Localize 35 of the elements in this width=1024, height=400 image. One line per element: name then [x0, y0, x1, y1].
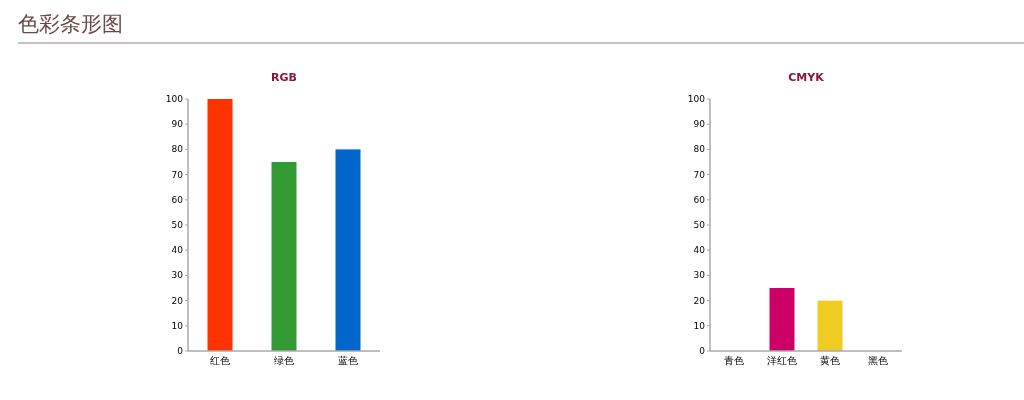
y-tick-label: 0: [177, 346, 184, 356]
y-tick-label: 0: [699, 346, 706, 356]
y-tick-label: 20: [171, 295, 184, 306]
bar: [207, 99, 233, 351]
x-tick-label: 洋红色: [767, 355, 797, 366]
x-tick-label: 蓝色: [338, 355, 358, 366]
y-tick-label: 90: [171, 119, 184, 130]
x-tick-label: 青色: [724, 355, 744, 366]
y-tick-label: 100: [165, 94, 184, 104]
y-tick-label: 70: [171, 169, 184, 180]
y-tick-label: 50: [693, 220, 706, 230]
y-tick-label: 70: [693, 169, 706, 180]
y-tick-label: 40: [171, 245, 184, 256]
x-tick-label: 红色: [210, 355, 230, 366]
x-tick-label: 黑色: [868, 355, 888, 366]
y-tick-label: 10: [693, 320, 706, 331]
x-tick-label: 黄色: [820, 355, 840, 366]
y-tick-label: 80: [693, 144, 706, 155]
bar: [271, 162, 297, 351]
chart-title: RGB: [271, 71, 297, 84]
y-tick-label: 50: [171, 220, 184, 230]
y-tick-label: 100: [687, 94, 706, 104]
y-tick-label: 30: [693, 270, 706, 281]
text: 色彩条形图: [18, 12, 123, 36]
bar: [335, 149, 361, 351]
y-tick-label: 60: [693, 194, 706, 205]
y-tick-label: 10: [171, 320, 184, 331]
y-tick-label: 20: [693, 295, 706, 306]
y-tick-label: 40: [693, 245, 706, 256]
y-tick-label: 60: [171, 194, 184, 205]
x-tick-label: 绿色: [274, 355, 294, 366]
y-tick-label: 90: [693, 119, 706, 130]
y-tick-label: 80: [171, 144, 184, 155]
y-tick-label: 30: [171, 270, 184, 281]
chart-title: CMYK: [788, 71, 825, 84]
